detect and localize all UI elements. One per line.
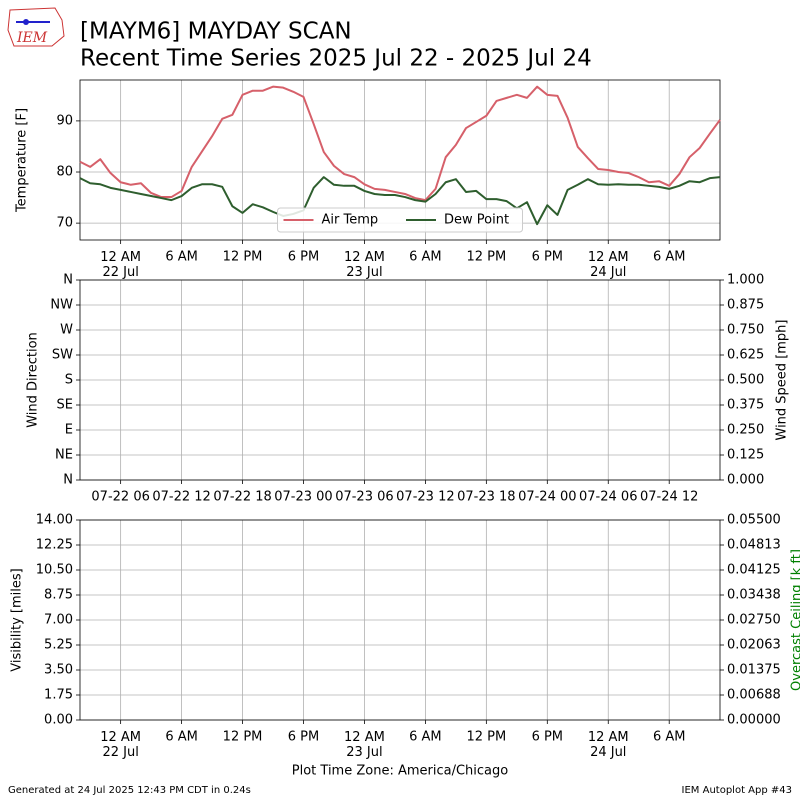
y2-tick-label: 0.00688 [727, 688, 781, 703]
y2-tick-label: 0.04813 [727, 538, 781, 553]
x-tick-label: 12 AM 23 Jul [344, 250, 385, 280]
y-tick-label: 14.00 [36, 513, 73, 528]
x-tick-label: 6 AM [653, 250, 686, 265]
x-tick-label: 07-24 00 [518, 490, 576, 505]
y-tick-label: NW [50, 298, 73, 313]
x-tick-label: 07-23 18 [457, 490, 515, 505]
y2-tick-label: 1.000 [727, 273, 764, 288]
y2-tick-label: 0.02750 [727, 613, 781, 628]
x-tick-label: 12 PM [223, 250, 263, 265]
x-tick-label: 07-22 18 [213, 490, 271, 505]
y2-tick-label: 0.04125 [727, 563, 781, 578]
logo-dot [23, 19, 29, 25]
y-axis-label: Temperature [F] [15, 108, 30, 213]
y2-tick-label: 0.000 [727, 473, 764, 488]
y2-tick-label: 0.05500 [727, 513, 781, 528]
x-tick-label: 12 AM 23 Jul [344, 730, 385, 760]
legend-label: Dew Point [444, 213, 509, 228]
y2-tick-label: 0.875 [727, 298, 764, 313]
y2-tick-label: 0.125 [727, 448, 764, 463]
y-tick-label: 8.75 [44, 588, 73, 603]
y-tick-label: S [65, 373, 73, 388]
x-tick-label: 12 AM 24 Jul [588, 730, 629, 760]
series-line [79, 176, 721, 226]
y-tick-label: N [63, 473, 73, 488]
x-tick-label: 6 AM [165, 730, 198, 745]
logo: IEM [7, 7, 65, 47]
x-tick-label: 6 AM [653, 730, 686, 745]
x-tick-label: 6 AM [165, 250, 198, 265]
y-tick-label: W [60, 323, 73, 338]
x-tick-label: 07-23 00 [274, 490, 332, 505]
x-tick-label: 12 AM 22 Jul [100, 730, 141, 760]
plot-frame [79, 519, 721, 721]
plot-frame [79, 279, 721, 481]
y2-tick-label: 0.750 [727, 323, 764, 338]
x-tick-label: 12 AM 24 Jul [588, 250, 629, 280]
footer-left: Generated at 24 Jul 2025 12:43 PM CDT in… [8, 785, 251, 796]
y2-axis-label: Wind Speed [mph] [775, 320, 790, 441]
y-axis-label: Visibility [miles] [10, 568, 25, 671]
y-tick-label: 3.50 [44, 663, 73, 678]
y2-tick-label: 0.375 [727, 398, 764, 413]
footer-right: IEM Autoplot App #43 [682, 785, 792, 796]
x-tick-label: 6 PM [288, 250, 319, 265]
plot-frame [79, 79, 721, 241]
x-tick-label: 07-22 12 [152, 490, 210, 505]
y-tick-label: 0.00 [44, 713, 73, 728]
x-tick-label: 07-22 06 [91, 490, 149, 505]
x-tick-label: 12 PM [223, 730, 263, 745]
x-tick-label: 12 PM [466, 730, 506, 745]
y2-tick-label: 0.02063 [727, 638, 781, 653]
y-tick-label: 70 [56, 216, 73, 231]
x-tick-label: 6 AM [409, 250, 442, 265]
x-tick-label: 07-23 12 [396, 490, 454, 505]
logo-text: IEM [16, 30, 48, 46]
x-tick-label: 12 AM 22 Jul [100, 250, 141, 280]
y2-tick-label: 0.01375 [727, 663, 781, 678]
y-tick-label: 12.25 [36, 538, 73, 553]
x-tick-label: 6 PM [532, 250, 563, 265]
legend-label: Air Temp [322, 213, 379, 228]
y-tick-label: 90 [56, 113, 73, 128]
legend-box [277, 207, 523, 233]
subtitle: Recent Time Series 2025 Jul 22 - 2025 Ju… [80, 46, 592, 72]
y2-tick-label: 0.00000 [727, 713, 781, 728]
y2-axis-label: Overcast Ceiling [k ft] [790, 549, 800, 691]
x-tick-label: 07-24 12 [640, 490, 698, 505]
y-tick-label: SW [52, 348, 73, 363]
logo-outline [7, 7, 65, 47]
title: [MAYM6] MAYDAY SCAN [80, 19, 352, 45]
y-tick-label: N [63, 273, 73, 288]
x-tick-label: 12 PM [466, 250, 506, 265]
legend: Air Temp Dew Point [277, 207, 523, 233]
y-tick-label: 10.50 [36, 563, 73, 578]
series-line [79, 85, 721, 202]
y-tick-label: 80 [56, 165, 73, 180]
y2-tick-label: 0.250 [727, 423, 764, 438]
y-tick-label: 1.75 [44, 688, 73, 703]
y-tick-label: NE [55, 448, 73, 463]
y2-tick-label: 0.500 [727, 373, 764, 388]
x-axis-label: Plot Time Zone: America/Chicago [292, 764, 508, 779]
x-tick-label: 6 AM [409, 730, 442, 745]
y-tick-label: 7.00 [44, 613, 73, 628]
y-tick-label: SE [57, 398, 73, 413]
y-tick-label: 5.25 [44, 638, 73, 653]
x-tick-label: 07-23 06 [335, 490, 393, 505]
y2-tick-label: 0.03438 [727, 588, 781, 603]
y-axis-label: Wind Direction [26, 332, 41, 428]
y2-tick-label: 0.625 [727, 348, 764, 363]
y-tick-label: E [65, 423, 73, 438]
x-tick-label: 07-24 06 [579, 490, 637, 505]
x-tick-label: 6 PM [532, 730, 563, 745]
x-tick-label: 6 PM [288, 730, 319, 745]
